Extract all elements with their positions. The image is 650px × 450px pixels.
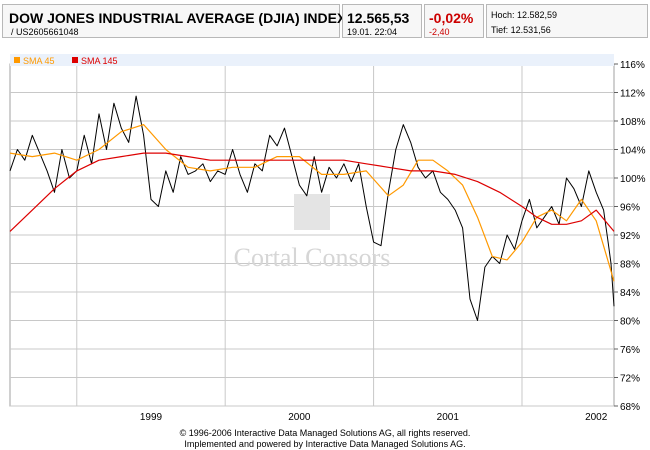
y-tick-label: 88% xyxy=(620,260,640,271)
watermark-tree-icon xyxy=(294,194,330,230)
price-cell: 12.565,53 19.01. 22:04 xyxy=(342,4,422,38)
legend-background xyxy=(10,54,614,66)
sma145-series-line xyxy=(9,152,615,232)
change-absolute: -2,40 xyxy=(429,27,450,37)
y-tick-label: 80% xyxy=(620,317,640,328)
sma45-series-line xyxy=(9,123,615,282)
quote-header: DOW JONES INDUSTRIAL AVERAGE (DJIA) INDE… xyxy=(0,0,650,42)
y-tick-label: 96% xyxy=(620,203,640,214)
powered-by-line: Implemented and powered by Interactive D… xyxy=(184,439,466,449)
instrument-name-cell: DOW JONES INDUSTRIAL AVERAGE (DJIA) INDE… xyxy=(2,4,346,38)
x-tick-label: 2001 xyxy=(437,412,460,423)
change-cell: -0,02% -2,40 xyxy=(424,4,484,38)
legend-label: SMA 45 xyxy=(23,56,55,66)
legend-swatch xyxy=(14,57,20,63)
y-tick-label: 76% xyxy=(620,345,640,356)
copyright-line: © 1996-2006 Interactive Data Managed Sol… xyxy=(179,428,471,438)
y-tick-label: 84% xyxy=(620,288,640,299)
y-tick-label: 68% xyxy=(620,402,640,413)
day-low: Tief: 12.531,56 xyxy=(491,25,551,35)
price-chart: 116% 112% 108% 104% 100% 96% 92% 88% 84% 80% 76% 72… xyxy=(9,54,646,423)
change-percent: -0,02% xyxy=(429,10,474,26)
watermark-text: Cortal Consors xyxy=(234,243,391,272)
quote-datetime: 19.01. 22:04 xyxy=(347,27,398,37)
legend-label: SMA 145 xyxy=(81,56,118,66)
legend-swatch xyxy=(72,57,78,63)
y-tick-label: 100% xyxy=(620,174,646,185)
last-price: 12.565,53 xyxy=(347,10,410,26)
copyright-footer: © 1996-2006 Interactive Data Managed Sol… xyxy=(0,428,650,450)
y-tick-label: 116% xyxy=(620,60,645,71)
price-series-line xyxy=(9,95,615,321)
y-tick-label: 108% xyxy=(620,117,646,128)
instrument-isin: / US2605661048 xyxy=(11,27,79,37)
chart-legend: SMA 45 SMA 145 xyxy=(10,54,614,66)
y-tick-label: 72% xyxy=(620,374,640,385)
y-tick-label: 112% xyxy=(620,89,645,100)
x-tick-label: 2000 xyxy=(288,412,311,423)
x-tick-label: 2002 xyxy=(585,412,608,423)
y-tick-label: 92% xyxy=(620,231,640,242)
high-low-cell: Hoch: 12.582,59 Tief: 12.531,56 xyxy=(486,4,648,38)
watermark-logo: Cortal Consors xyxy=(234,194,391,272)
day-high: Hoch: 12.582,59 xyxy=(491,10,558,20)
instrument-title: DOW JONES INDUSTRIAL AVERAGE (DJIA) INDE… xyxy=(9,10,347,26)
y-tick-label: 104% xyxy=(620,146,646,157)
x-tick-label: 1999 xyxy=(140,412,163,423)
